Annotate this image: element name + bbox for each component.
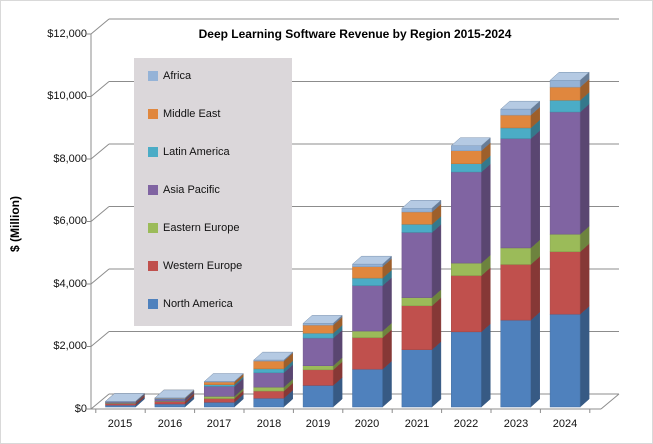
x-tick-label: 2017 <box>206 418 232 430</box>
x-tick-label: 2020 <box>354 418 380 430</box>
legend-item-western-europe: Western Europe <box>148 256 292 276</box>
x-tick-label: 2015 <box>107 418 133 430</box>
y-tick-label: $10,000 <box>47 90 87 102</box>
legend-label: Eastern Europe <box>163 222 240 234</box>
legend-label: North America <box>163 298 233 310</box>
latin-america-swatch-icon <box>148 147 158 157</box>
y-tick-label: $6,000 <box>53 215 87 227</box>
legend-label: Latin America <box>163 146 230 158</box>
y-tick-label: $4,000 <box>53 278 87 290</box>
legend-label: Asia Pacific <box>163 184 220 196</box>
legend-item-asia-pacific: Asia Pacific <box>148 180 292 200</box>
x-tick-label: 2022 <box>453 418 479 430</box>
legend-label: Western Europe <box>163 260 243 272</box>
y-axis-title: $ (Million) <box>8 196 22 252</box>
legend-item-africa: Africa <box>148 66 292 86</box>
asia-pacific-swatch-icon <box>148 185 158 195</box>
y-tick-label: $2,000 <box>53 340 87 352</box>
western-europe-swatch-icon <box>148 261 158 271</box>
legend-item-eastern-europe: Eastern Europe <box>148 218 292 238</box>
y-tick-label: $8,000 <box>53 153 87 165</box>
legend-item-latin-america: Latin America <box>148 142 292 162</box>
x-tick-label: 2016 <box>157 418 183 430</box>
north-america-swatch-icon <box>148 299 158 309</box>
y-tick-label: $12,000 <box>47 28 87 40</box>
x-tick-label: 2018 <box>256 418 282 430</box>
x-tick-label: 2021 <box>404 418 430 430</box>
legend-label: Africa <box>163 70 192 82</box>
middle-east-swatch-icon <box>148 109 158 119</box>
x-tick-label: 2024 <box>552 418 578 430</box>
x-tick-label: 2019 <box>305 418 331 430</box>
chart-legend: Africa Middle East Latin America Asia Pa… <box>134 58 292 326</box>
eastern-europe-swatch-icon <box>148 223 158 233</box>
legend-item-middle-east: Middle East <box>148 104 292 124</box>
chart-title: Deep Learning Software Revenue by Region… <box>198 27 512 41</box>
x-tick-label: 2023 <box>503 418 529 430</box>
africa-swatch-icon <box>148 71 158 81</box>
y-tick-label: $0 <box>74 403 87 415</box>
legend-label: Middle East <box>163 108 221 120</box>
legend-item-north-america: North America <box>148 294 292 314</box>
